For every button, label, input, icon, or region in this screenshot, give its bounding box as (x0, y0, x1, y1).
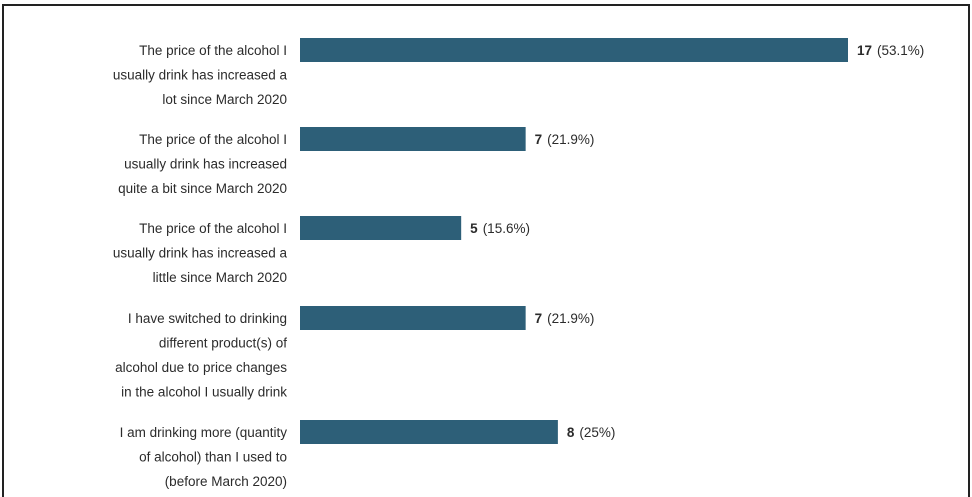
category-label-1-line-3: lot since March 2020 (162, 92, 287, 107)
category-label-5-line-2: of alcohol) than I used to (139, 450, 287, 465)
category-label-1-line-2: usually drink has increased a (113, 68, 288, 83)
bar-3 (300, 216, 462, 240)
bar-5 (300, 420, 558, 444)
bar-value-label-2: 7 (21.9%) (535, 132, 595, 147)
bar-count-1: 17 (857, 43, 872, 58)
bar-count-5: 8 (567, 425, 575, 440)
category-label-3-line-2: usually drink has increased a (113, 246, 288, 261)
bar-count-2: 7 (535, 132, 543, 147)
bar-percent-2: (21.9%) (547, 132, 594, 147)
category-label-4-line-4: in the alcohol I usually drink (121, 385, 287, 400)
bar-count-4: 7 (535, 311, 543, 326)
bar-percent-5: (25%) (579, 425, 615, 440)
category-label-2-line-3: quite a bit since March 2020 (118, 181, 287, 196)
category-label-3-line-3: little since March 2020 (153, 270, 287, 285)
category-label-5-line-3: (before March 2020) (165, 474, 287, 489)
bar-percent-4: (21.9%) (547, 311, 594, 326)
bar-count-3: 5 (470, 221, 478, 236)
category-label-4-line-1: I have switched to drinking (128, 311, 287, 326)
category-label-4-line-2: different product(s) of (159, 336, 287, 351)
bar-2 (300, 127, 526, 151)
bar-value-label-1: 17 (53.1%) (857, 43, 924, 58)
bar-value-label-3: 5 (15.6%) (470, 221, 530, 236)
category-label-2-line-1: The price of the alcohol I (139, 132, 287, 147)
bar-value-label-4: 7 (21.9%) (535, 311, 595, 326)
category-label-4-line-3: alcohol due to price changes (115, 360, 287, 375)
bar-percent-1: (53.1%) (877, 43, 924, 58)
category-label-2-line-2: usually drink has increased (124, 157, 287, 172)
category-label-3-line-1: The price of the alcohol I (139, 221, 287, 236)
category-label-5-line-1: I am drinking more (quantity (120, 425, 288, 440)
bar-value-label-5: 8 (25%) (567, 425, 616, 440)
category-label-1-line-1: The price of the alcohol I (139, 43, 287, 58)
bar-4 (300, 306, 526, 330)
bar-1 (300, 38, 848, 62)
bar-percent-3: (15.6%) (483, 221, 530, 236)
